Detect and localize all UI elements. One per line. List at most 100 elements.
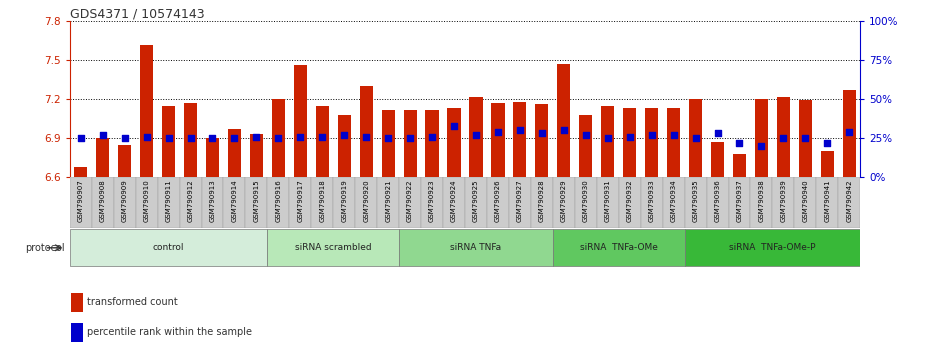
Bar bbox=[465, 177, 487, 228]
Bar bbox=[338, 115, 351, 177]
Bar bbox=[536, 104, 549, 177]
Bar bbox=[272, 99, 285, 177]
Bar bbox=[443, 177, 465, 228]
Point bbox=[842, 129, 857, 135]
Bar bbox=[70, 177, 92, 228]
Point bbox=[600, 135, 615, 141]
Bar bbox=[421, 177, 443, 228]
Text: GSM790909: GSM790909 bbox=[122, 179, 127, 222]
Text: GSM790929: GSM790929 bbox=[561, 179, 566, 222]
Text: siRNA  TNFa-OMe: siRNA TNFa-OMe bbox=[579, 243, 658, 252]
Text: GSM790935: GSM790935 bbox=[693, 179, 698, 222]
Bar bbox=[470, 97, 483, 177]
Bar bbox=[206, 138, 219, 177]
Point bbox=[556, 127, 571, 133]
Text: GSM790911: GSM790911 bbox=[166, 179, 171, 222]
Text: GDS4371 / 10574143: GDS4371 / 10574143 bbox=[70, 7, 205, 20]
Text: GSM790927: GSM790927 bbox=[517, 179, 523, 222]
Text: GSM790915: GSM790915 bbox=[253, 179, 259, 222]
Bar bbox=[509, 177, 531, 228]
Bar bbox=[70, 229, 267, 267]
Point bbox=[622, 134, 637, 139]
Bar bbox=[228, 129, 241, 177]
Point bbox=[183, 135, 198, 141]
Bar bbox=[684, 177, 707, 228]
Bar bbox=[118, 144, 131, 177]
Bar bbox=[447, 108, 460, 177]
Bar bbox=[140, 45, 153, 177]
Point bbox=[380, 135, 395, 141]
Text: GSM790908: GSM790908 bbox=[100, 179, 106, 222]
Bar bbox=[381, 109, 394, 177]
Bar bbox=[579, 115, 592, 177]
Bar bbox=[711, 142, 724, 177]
Text: control: control bbox=[153, 243, 184, 252]
Text: GSM790907: GSM790907 bbox=[78, 179, 84, 222]
Bar bbox=[267, 229, 399, 267]
Point bbox=[711, 131, 725, 136]
Text: GSM790938: GSM790938 bbox=[759, 179, 764, 222]
Point bbox=[798, 135, 813, 141]
Bar bbox=[425, 109, 439, 177]
Point bbox=[754, 143, 769, 149]
Text: transformed count: transformed count bbox=[87, 297, 178, 307]
Bar bbox=[751, 177, 773, 228]
Bar bbox=[575, 177, 597, 228]
Bar bbox=[684, 229, 860, 267]
Point bbox=[337, 132, 352, 138]
Text: GSM790912: GSM790912 bbox=[188, 179, 193, 222]
Text: GSM790925: GSM790925 bbox=[473, 179, 479, 222]
Bar bbox=[552, 177, 575, 228]
Point bbox=[490, 129, 505, 135]
Bar bbox=[355, 177, 378, 228]
Bar bbox=[645, 108, 658, 177]
Text: GSM790942: GSM790942 bbox=[846, 179, 852, 222]
Text: GSM790921: GSM790921 bbox=[385, 179, 392, 222]
Bar bbox=[487, 177, 509, 228]
Bar bbox=[794, 177, 817, 228]
Text: GSM790923: GSM790923 bbox=[429, 179, 435, 222]
Text: protocol: protocol bbox=[25, 243, 65, 253]
Text: GSM790910: GSM790910 bbox=[143, 179, 150, 222]
Point bbox=[512, 127, 527, 133]
Text: GSM790934: GSM790934 bbox=[671, 179, 677, 222]
Bar bbox=[136, 177, 157, 228]
Bar bbox=[294, 65, 307, 177]
Text: GSM790939: GSM790939 bbox=[780, 179, 787, 222]
Bar bbox=[557, 64, 570, 177]
Bar bbox=[513, 102, 526, 177]
Point bbox=[425, 134, 440, 139]
Text: siRNA scrambled: siRNA scrambled bbox=[295, 243, 372, 252]
Point bbox=[644, 132, 659, 138]
Text: GSM790926: GSM790926 bbox=[495, 179, 501, 222]
Bar bbox=[618, 177, 641, 228]
Text: GSM790917: GSM790917 bbox=[298, 179, 303, 222]
Text: siRNA  TNFa-OMe-P: siRNA TNFa-OMe-P bbox=[729, 243, 816, 252]
Point bbox=[73, 135, 88, 141]
Text: GSM790940: GSM790940 bbox=[803, 179, 808, 222]
Bar bbox=[707, 177, 728, 228]
Point bbox=[359, 134, 374, 139]
Bar bbox=[689, 99, 702, 177]
Bar bbox=[843, 90, 856, 177]
Bar bbox=[333, 177, 355, 228]
Bar bbox=[92, 177, 113, 228]
Bar bbox=[623, 108, 636, 177]
Text: GSM790919: GSM790919 bbox=[341, 179, 347, 222]
Point bbox=[820, 140, 835, 145]
Text: GSM790924: GSM790924 bbox=[451, 179, 457, 222]
Bar bbox=[667, 108, 680, 177]
Bar bbox=[289, 177, 312, 228]
Bar bbox=[597, 177, 618, 228]
Text: GSM790914: GSM790914 bbox=[232, 179, 237, 222]
Point bbox=[446, 123, 461, 129]
Text: percentile rank within the sample: percentile rank within the sample bbox=[87, 327, 252, 337]
Bar bbox=[777, 97, 790, 177]
Point bbox=[688, 135, 703, 141]
Bar bbox=[641, 177, 662, 228]
Bar bbox=[755, 99, 768, 177]
Bar bbox=[378, 177, 399, 228]
Bar bbox=[72, 323, 83, 342]
Point bbox=[205, 135, 219, 141]
Point bbox=[271, 135, 286, 141]
